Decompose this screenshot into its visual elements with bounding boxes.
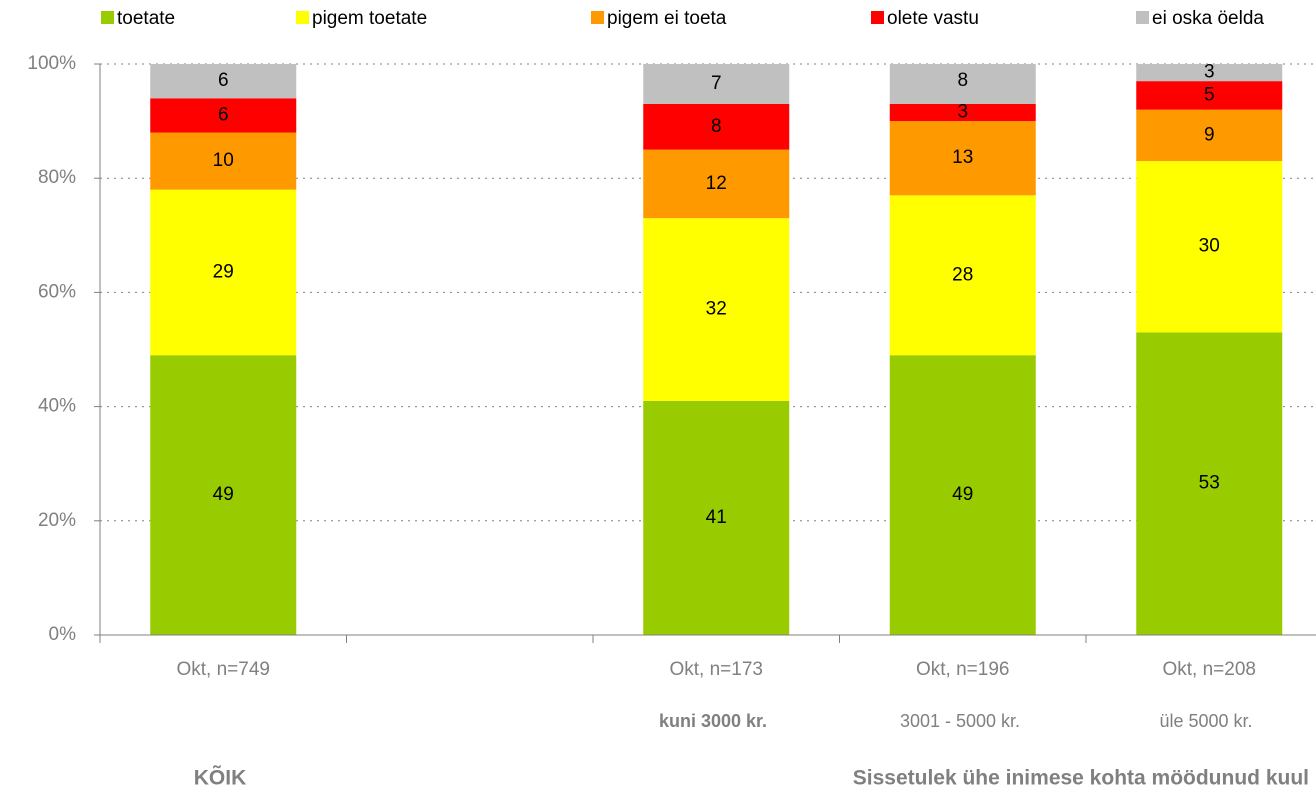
data-label: 29	[213, 261, 234, 282]
legend-label: olete vastu	[887, 8, 979, 29]
data-label: 6	[218, 70, 229, 91]
bar-segment	[150, 132, 297, 190]
x-tick-label: Okt, n=749	[177, 659, 270, 680]
data-label: 5	[1204, 84, 1215, 105]
bar-segment	[150, 189, 297, 356]
bar-segment	[643, 218, 790, 401]
data-label: 30	[1199, 236, 1220, 257]
data-label: 13	[952, 147, 973, 168]
data-label: 49	[952, 484, 973, 505]
data-label: 41	[706, 507, 727, 528]
bar-segment	[889, 121, 1036, 196]
data-label: 8	[957, 70, 968, 91]
group-label: KÕIK	[194, 766, 247, 790]
data-label: 53	[1199, 473, 1220, 494]
y-tick-label: 20%	[38, 510, 76, 531]
bar-segment	[889, 64, 1036, 104]
legend-swatch	[296, 11, 309, 24]
sublabel: 3001 - 5000 kr.	[900, 711, 1020, 731]
legend-label: ei oska öelda	[1152, 8, 1264, 29]
bar-segment	[150, 355, 297, 635]
bar-segment	[643, 400, 790, 635]
legend-label: toetate	[117, 8, 175, 29]
data-label: 8	[711, 116, 722, 137]
data-label: 9	[1204, 124, 1215, 145]
bar-segment	[1136, 109, 1283, 162]
bar-segment	[1136, 161, 1283, 333]
bar-segment	[1136, 332, 1283, 635]
data-label: 7	[711, 73, 722, 94]
legend-label: pigem ei toeta	[607, 8, 727, 29]
y-tick-label: 100%	[27, 53, 76, 74]
x-tick-label: Okt, n=173	[670, 659, 763, 680]
bar-segment	[889, 195, 1036, 356]
bar-segment	[1136, 64, 1283, 82]
bar-segment	[643, 64, 790, 104]
data-label: 6	[218, 104, 229, 125]
bar-segment	[150, 64, 297, 99]
group-label: Sissetulek ühe inimese kohta möödunud ku…	[853, 767, 1309, 790]
bar-segment	[150, 98, 297, 133]
bar-segment	[889, 355, 1036, 635]
data-label: 32	[706, 299, 727, 320]
y-tick-label: 60%	[38, 281, 76, 302]
y-tick-label: 40%	[38, 396, 76, 417]
data-label: 28	[952, 264, 973, 285]
legend-swatch	[871, 11, 884, 24]
foreground: toetate pigem toetate pigem ei toeta olete …	[27, 8, 1316, 680]
y-tick-label: 0%	[49, 624, 77, 645]
data-label: 10	[213, 150, 234, 171]
legend-swatch	[591, 11, 604, 24]
legend-swatch	[1136, 11, 1149, 24]
data-label: 3	[1204, 62, 1215, 83]
data-label: 3	[957, 102, 968, 123]
legend-label: pigem toetate	[312, 8, 427, 29]
data-label: 12	[706, 173, 727, 194]
bar-segment	[643, 149, 790, 219]
x-tick-label: Okt, n=208	[1163, 659, 1256, 680]
data-label: 49	[213, 484, 234, 505]
sublabel: kuni 3000 kr.	[659, 711, 767, 731]
bar-segment	[643, 103, 790, 150]
y-tick-label: 80%	[38, 167, 76, 188]
x-tick-label: Okt, n=196	[916, 659, 1009, 680]
bars	[150, 64, 1283, 635]
sublabel: üle 5000 kr.	[1159, 711, 1252, 731]
bar-segment	[889, 103, 1036, 122]
legend-swatch	[101, 11, 114, 24]
bar-segment	[1136, 81, 1283, 110]
